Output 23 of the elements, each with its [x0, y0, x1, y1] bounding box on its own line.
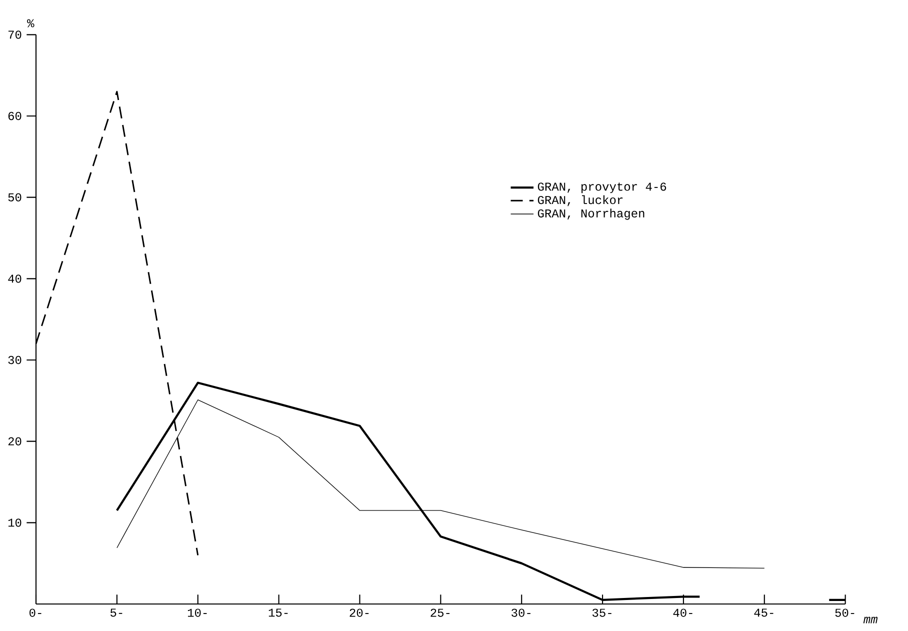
y-tick-label: 60: [8, 112, 22, 120]
legend-label: GRAN, Norrhagen: [538, 208, 644, 220]
x-tick-label: 35-: [592, 608, 612, 618]
x-tick-label: 15-: [268, 608, 288, 617]
y-tick-label: 20: [8, 437, 22, 446]
x-tick-label: 0-: [30, 608, 42, 618]
y-axis-title: %: [27, 19, 34, 28]
x-tick-label: 20-: [350, 608, 369, 618]
x-axis-title: mm: [863, 616, 878, 624]
legend-label: GRAN, luckor: [538, 195, 623, 206]
y-tick-label: 40: [8, 274, 22, 283]
x-tick-label: 10-: [188, 608, 207, 618]
x-tick-label: 50-: [835, 608, 854, 618]
y-tick-label: 70: [8, 30, 22, 39]
x-tick-label: 45-: [754, 608, 774, 617]
y-tick-label: 30: [8, 356, 22, 364]
x-tick-label: 25-: [430, 608, 450, 618]
y-tick-label: 50: [8, 193, 22, 202]
x-tick-label: 40-: [673, 608, 692, 618]
y-tick-label: 10: [8, 518, 22, 527]
legend-label: GRAN, provytor 4-6: [538, 182, 666, 194]
x-tick-label: 5-: [110, 608, 122, 617]
x-tick-label: 30-: [512, 608, 530, 618]
